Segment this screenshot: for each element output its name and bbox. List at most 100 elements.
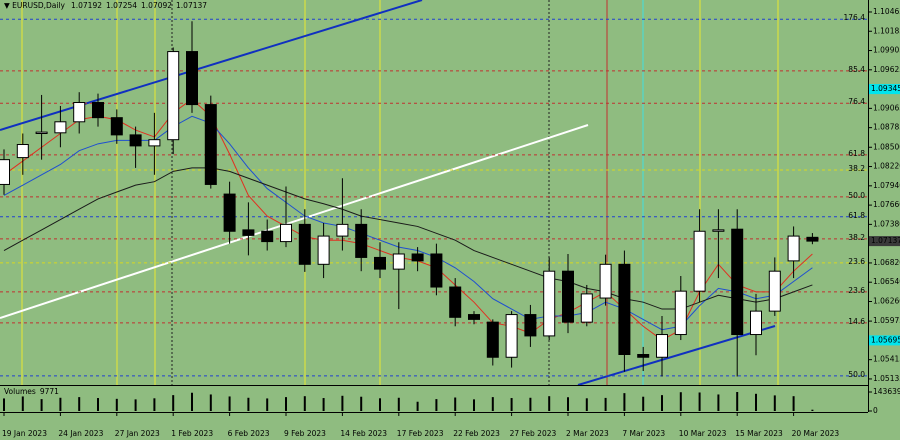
- x-tick-label: 24 Jan 2023: [58, 429, 103, 438]
- y-tick-label: 1.08500: [873, 142, 900, 151]
- volume-bar: [491, 397, 494, 411]
- volume-bar: [811, 409, 814, 411]
- y-tick-label: 1.07660: [873, 200, 900, 209]
- y-tick-label: 1.10465: [873, 7, 900, 16]
- volume-bar: [416, 401, 419, 411]
- y-tick-label: 1.06260: [873, 296, 900, 305]
- volume-bar: [115, 398, 118, 411]
- y-tick-label: 1.05975: [873, 316, 900, 325]
- current-price-box: [869, 236, 900, 247]
- menu-arrow: ▼: [4, 1, 12, 10]
- y-tick-label: 1.05415: [873, 355, 900, 364]
- x-tick-label: 27 Feb 2023: [510, 429, 557, 438]
- candle-body: [693, 230, 706, 292]
- candle-body: [374, 256, 386, 270]
- volume-bar: [717, 394, 720, 411]
- candle-body: [148, 139, 161, 147]
- level-label: 61.8: [848, 149, 865, 158]
- candle-body: [298, 223, 311, 265]
- volume-bar: [548, 396, 551, 411]
- symbol: EURUSD,Daily: [12, 1, 65, 10]
- x-tick-label: 15 Mar 2023: [735, 429, 783, 438]
- chart-header: ▼ EURUSD,Daily 1.07192 1.07254 1.07092 1.071…: [4, 1, 207, 10]
- x-tick-label: 19 Jan 2023: [2, 429, 47, 438]
- candle-body: [317, 235, 330, 265]
- candle-body: [204, 104, 217, 185]
- x-tick-label: 27 Jan 2023: [115, 429, 160, 438]
- candle-body: [731, 228, 744, 336]
- level-label: 14.6: [848, 317, 865, 326]
- candle-body: [92, 102, 104, 119]
- current-price-label: 1.07137: [871, 236, 900, 245]
- volume-bar: [153, 398, 156, 411]
- candle-body: [637, 354, 650, 358]
- x-tick-label: 2 Mar 2023: [566, 429, 609, 438]
- volume-bar: [379, 398, 381, 411]
- price-marker-label: 1.09345: [871, 84, 900, 93]
- x-tick-label: 6 Feb 2023: [228, 429, 270, 438]
- header-low: 1.07092: [141, 1, 172, 10]
- x-tick-label: 9 Feb 2023: [284, 429, 326, 438]
- volume-bar: [3, 398, 5, 411]
- x-tick-label: 10 Mar 2023: [679, 429, 727, 438]
- candle-body: [787, 235, 800, 262]
- volume-bar: [435, 399, 438, 411]
- volume-bar: [40, 399, 43, 411]
- candle-body: [674, 290, 687, 336]
- candle-body: [223, 193, 236, 232]
- level-label: 176.4: [844, 13, 866, 22]
- candle-body: [618, 263, 631, 356]
- trendline: [0, 0, 423, 131]
- volume-bar: [21, 396, 24, 411]
- candle-body: [0, 159, 10, 185]
- x-tick-label: 14 Feb 2023: [340, 429, 387, 438]
- trendline: [577, 325, 776, 386]
- y-tick-label: 1.07380: [873, 219, 900, 228]
- candle-body: [261, 230, 274, 243]
- trendline: [0, 124, 589, 319]
- volume-title: Volumes 9771: [4, 387, 59, 396]
- y-tick-label: 1.07940: [873, 181, 900, 190]
- volume-tick-label: 0: [873, 406, 878, 415]
- y-tick-label: 1.08785: [873, 123, 900, 132]
- volume-bar: [623, 393, 626, 411]
- volume-bar: [698, 392, 701, 411]
- candle-body: [750, 310, 762, 336]
- level-label: 61.8: [848, 211, 865, 220]
- candle-body: [468, 314, 480, 320]
- volume-bar: [792, 396, 795, 411]
- volume-bar: [228, 396, 231, 411]
- x-tick-label: 17 Feb 2023: [397, 429, 444, 438]
- volume-bar: [303, 396, 306, 411]
- candle-body: [580, 293, 593, 323]
- x-tick-label: 20 Mar 2023: [792, 429, 840, 438]
- volume-bar: [172, 395, 175, 411]
- y-tick-label: 1.09625: [873, 65, 900, 74]
- candle-body: [355, 223, 368, 258]
- candle-body: [16, 144, 29, 159]
- y-tick-label: 1.06540: [873, 277, 900, 286]
- candle-body: [543, 270, 556, 337]
- x-tick-label: 22 Feb 2023: [453, 429, 500, 438]
- volume-bar: [209, 394, 212, 411]
- y-tick-label: 1.08220: [873, 162, 900, 171]
- level-label: 85.4: [848, 65, 865, 74]
- level-label: 38.2: [848, 164, 865, 173]
- candle-body: [186, 51, 198, 106]
- volume-bar: [360, 396, 363, 411]
- y-tick-label: 1.09065: [873, 103, 900, 112]
- volume-bar: [736, 392, 739, 411]
- candle-body: [336, 223, 349, 237]
- volume-bar: [529, 397, 532, 411]
- volume-bar: [454, 397, 457, 411]
- y-tick-label: 1.06820: [873, 258, 900, 267]
- candle-body: [712, 229, 725, 232]
- volume-bar: [285, 397, 287, 411]
- candle-body: [656, 334, 668, 358]
- y-tick-label: 1.10185: [873, 26, 900, 35]
- candle-body: [768, 270, 781, 312]
- price-marker-label: 1.05695: [871, 335, 900, 344]
- candle-body: [599, 263, 612, 299]
